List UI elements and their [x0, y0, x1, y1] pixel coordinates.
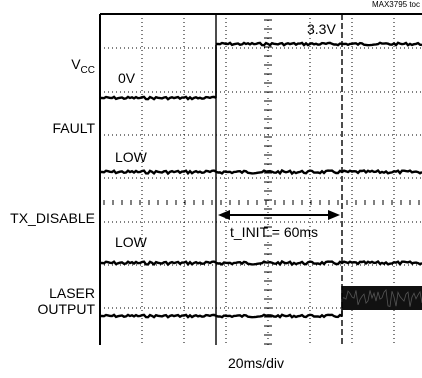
annotation-group: [215, 14, 343, 345]
tx-disable-trace: [100, 259, 422, 267]
laser-trace-noise: [341, 288, 422, 308]
tinit-arrow-left-head: [218, 210, 230, 220]
tinit-annotation-label: t_INIT = 60ms: [230, 224, 319, 240]
figure-tag: MAX3795 toc: [371, 0, 420, 9]
tx-disable-low-level-label: LOW: [115, 234, 147, 250]
laser-output-label-line2: OUTPUT: [37, 301, 95, 317]
vcc-high-level-label: 3.3V: [307, 21, 336, 37]
vcc-trace-high: [216, 41, 422, 47]
vcc-label-sub: CC: [80, 64, 95, 76]
vcc-label-main: V: [71, 56, 81, 72]
fault-trace: [100, 168, 422, 176]
laser-output-label-line1: LASER: [49, 285, 95, 301]
time-base-label: 20ms/div: [228, 355, 285, 371]
vcc-low-level-label: 0V: [118, 70, 136, 86]
fault-low-level-label: LOW: [115, 149, 147, 165]
fault-label: FAULT: [52, 120, 95, 136]
vcc-label: VCC: [40, 57, 95, 78]
laser-output-label: LASER OUTPUT: [20, 285, 95, 317]
tinit-arrow-right-head: [328, 210, 340, 220]
trace-group: [100, 41, 422, 319]
vcc-trace-low: [100, 95, 217, 101]
laser-trace-off: [100, 313, 343, 319]
tx-disable-label: TX_DISABLE: [10, 210, 95, 226]
